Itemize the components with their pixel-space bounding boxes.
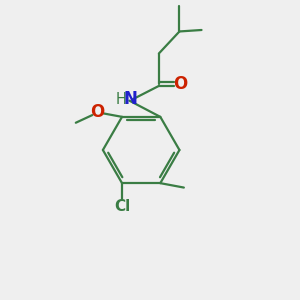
Text: Cl: Cl: [114, 199, 130, 214]
Text: H: H: [116, 92, 127, 107]
Text: O: O: [173, 75, 187, 93]
Text: O: O: [90, 103, 104, 121]
Text: N: N: [124, 91, 138, 109]
